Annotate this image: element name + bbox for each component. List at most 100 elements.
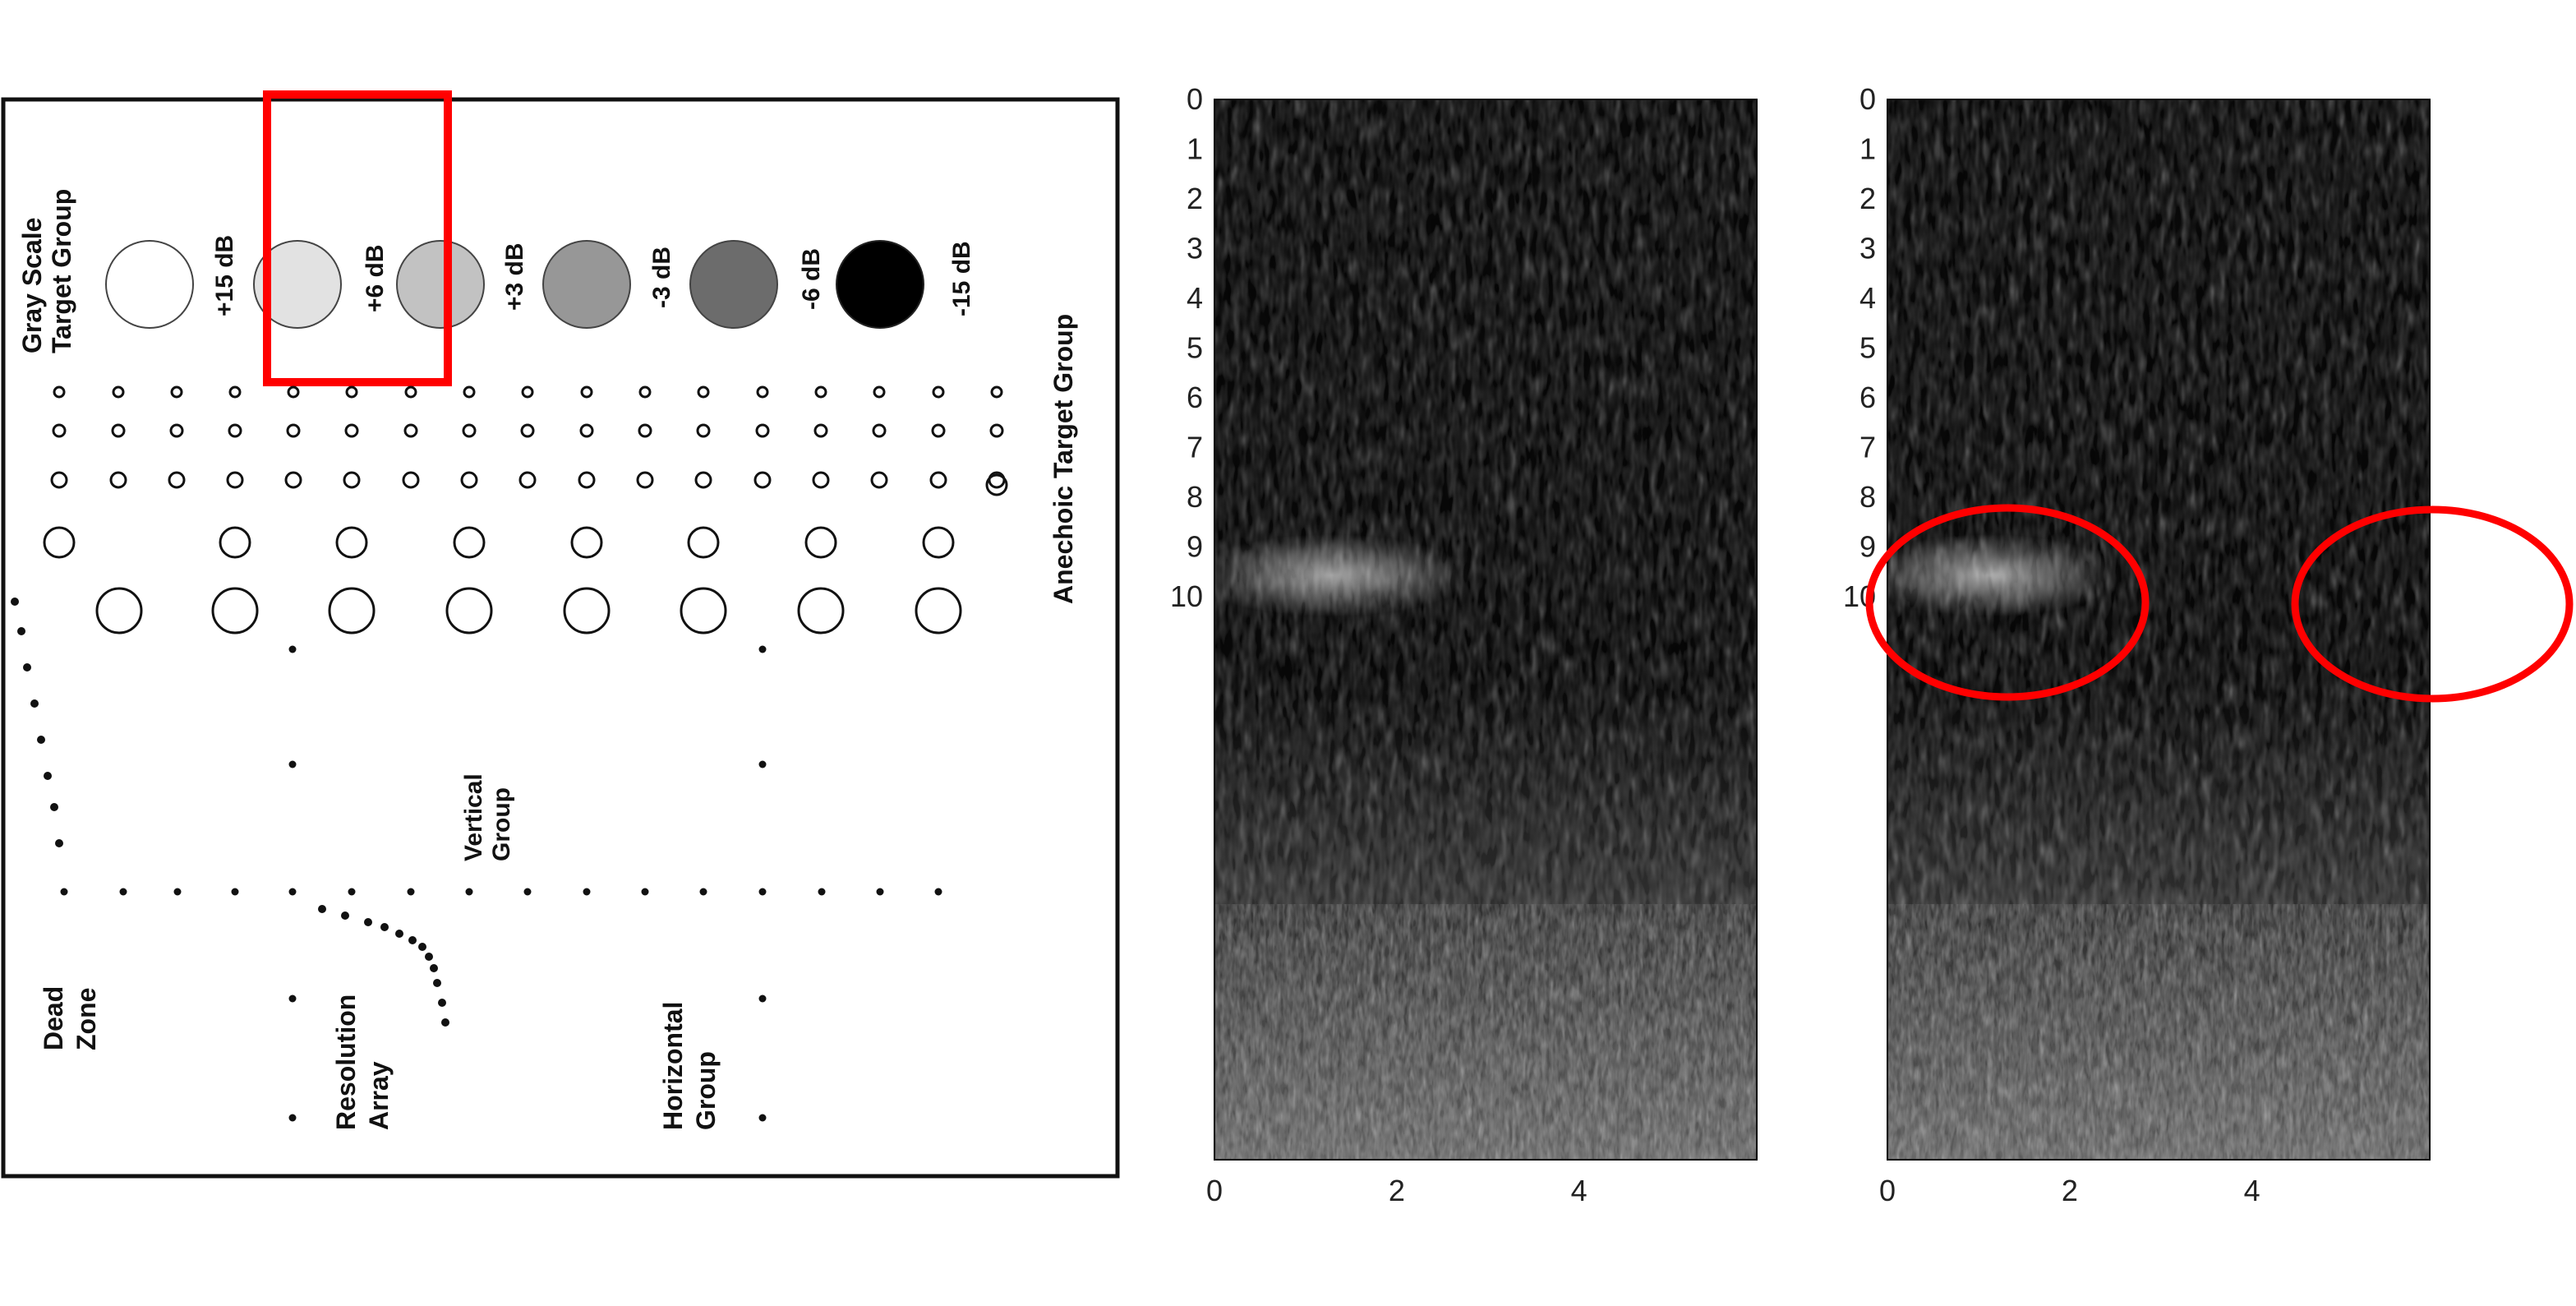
anechoic-target	[990, 385, 1003, 399]
anechoic-target	[636, 471, 654, 489]
grayscale-target-label: -15 dB	[948, 241, 975, 316]
wire-target	[441, 1018, 449, 1027]
y-tick-label: 1	[1187, 132, 1203, 166]
anechoic-target	[570, 526, 603, 559]
x-tick-label: 4	[2244, 1174, 2260, 1207]
anechoic-target	[109, 471, 127, 489]
ultrasound-deep-glow	[1887, 99, 2430, 1160]
wire-target	[288, 760, 297, 768]
grayscale-target-minus6	[689, 240, 778, 329]
vertical-group-label-line2: Group	[488, 787, 515, 861]
anechoic-target	[696, 423, 711, 438]
anechoic-target	[111, 423, 126, 438]
anechoic-target	[687, 526, 720, 559]
ultrasound-bright-band	[1191, 534, 1471, 616]
anechoic-target	[287, 385, 300, 399]
grayscale-target-label: -6 dB	[798, 248, 825, 310]
anechoic-target	[797, 587, 845, 635]
anechoic-target	[219, 526, 251, 559]
anechoic-target	[226, 471, 244, 489]
wire-target	[17, 627, 25, 635]
wire-target	[758, 994, 767, 1003]
wire-target	[407, 888, 415, 896]
anechoic-target	[453, 526, 486, 559]
x-tick-label: 0	[1879, 1174, 1896, 1207]
wire-target	[408, 936, 417, 944]
wire-targets	[11, 598, 942, 1122]
y-tick-label: 5	[1187, 331, 1203, 365]
wire-target	[465, 888, 473, 896]
wire-target	[523, 888, 532, 896]
grayscale-target-plus15	[105, 240, 194, 329]
y-tick-label: 6	[1187, 381, 1203, 414]
anechoic-target	[43, 526, 76, 559]
wire-target	[60, 888, 68, 896]
wire-target	[433, 979, 441, 987]
anechoic-target	[638, 385, 652, 399]
anechoic-target	[813, 423, 828, 438]
anechoic-target	[520, 423, 535, 438]
wire-target	[430, 964, 438, 972]
anechoic-target	[915, 587, 962, 635]
ultrasound-image-border	[1214, 99, 1758, 1161]
wire-target	[758, 760, 767, 768]
y-tick-label: 2	[1187, 182, 1203, 215]
anechoic-target	[345, 385, 358, 399]
grayscale-group-label: Gray Scale Target Group	[17, 189, 76, 353]
wire-target	[173, 888, 182, 896]
anechoic-target	[638, 423, 652, 438]
wire-target	[364, 918, 372, 926]
anechoic-target	[873, 385, 886, 399]
wire-target	[758, 645, 767, 653]
x-axis-ticks: 0 2 4	[1879, 1174, 2260, 1207]
y-axis-ticks: 0 1 2 3 4 5 6 7 8 9 10	[1170, 82, 1203, 613]
anechoic-target	[579, 423, 594, 438]
anechoic-target	[521, 385, 534, 399]
anechoic-target	[328, 587, 376, 635]
grayscale-group-label-line2: Target Group	[47, 189, 76, 353]
anechoic-target	[814, 385, 827, 399]
wire-target	[288, 888, 297, 896]
highlight-box	[263, 90, 452, 386]
vertical-group-label-line1: Vertical	[460, 773, 487, 861]
anechoic-target	[463, 385, 476, 399]
wire-target	[395, 930, 403, 938]
wire-target	[55, 839, 63, 847]
wire-target	[288, 645, 297, 653]
ultrasound-bright-band	[1857, 534, 2120, 616]
wire-target	[288, 1114, 297, 1122]
anechoic-target	[286, 423, 301, 438]
y-tick-label: 5	[1859, 331, 1876, 365]
wire-target	[438, 999, 446, 1007]
y-tick-label: 8	[1859, 480, 1876, 514]
resolution-array-label-line1: Resolution	[331, 994, 361, 1130]
x-tick-label: 2	[2062, 1174, 2078, 1207]
anechoic-target	[211, 587, 259, 635]
anechoic-target	[518, 471, 537, 489]
y-tick-label: 9	[1187, 530, 1203, 564]
grayscale-target-label: +6 dB	[362, 244, 389, 312]
y-tick-label: 0	[1859, 82, 1876, 116]
anechoic-target	[931, 423, 946, 438]
wire-target	[699, 888, 707, 896]
anechoic-target	[95, 587, 143, 635]
x-axis-ticks: 0 2 4	[1206, 1174, 1588, 1207]
anechoic-targets	[43, 385, 1008, 635]
phantom-diagram: Gray Scale Target Group +15 dB +6 dB +3 …	[1, 90, 1120, 1179]
anechoic-target	[680, 587, 727, 635]
x-tick-label: 0	[1206, 1174, 1223, 1207]
grayscale-target-label: +3 dB	[501, 242, 528, 311]
dead-zone-label-line1: Dead	[39, 986, 68, 1050]
ultrasound-deep-glow	[1214, 99, 1757, 1160]
anechoic-target	[580, 385, 593, 399]
grayscale-target-plus3	[396, 240, 485, 329]
wire-target	[318, 905, 326, 913]
anechoic-target	[462, 423, 477, 438]
ultrasound-image-border	[1887, 99, 2431, 1161]
anechoic-group-label: Anechoic Target Group	[1048, 314, 1078, 604]
y-tick-label: 2	[1859, 182, 1876, 215]
y-tick-label: 10	[1170, 579, 1203, 613]
anechoic-target	[804, 526, 837, 559]
anechoic-target	[929, 471, 947, 489]
anechoic-target	[753, 471, 772, 489]
